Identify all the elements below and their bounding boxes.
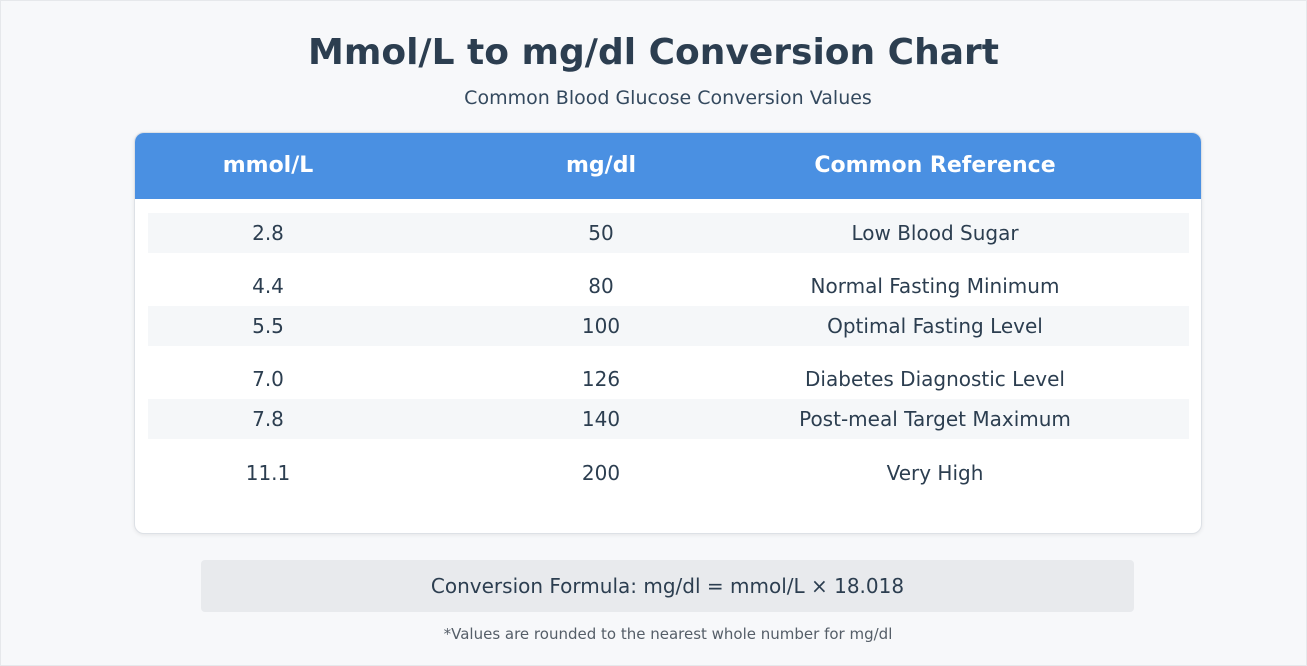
table-row: 7.8 140 Post-meal Target Maximum (148, 399, 1189, 439)
cell-mgdl: 126 (581, 367, 621, 391)
cell-mgdl: 200 (581, 461, 621, 485)
column-header-mmol: mmol/L (222, 153, 314, 178)
conversion-formula: Conversion Formula: mg/dl = mmol/L × 18.… (201, 560, 1134, 612)
cell-mmol: 7.0 (252, 367, 284, 391)
cell-mmol: 4.4 (252, 274, 284, 298)
cell-mmol: 7.8 (252, 407, 284, 431)
cell-reference: Very High (886, 461, 984, 485)
column-header-mgdl: mg/dl (566, 153, 636, 178)
cell-mmol: 5.5 (252, 314, 284, 338)
cell-mmol: 2.8 (252, 221, 284, 245)
cell-mgdl: 140 (581, 407, 621, 431)
table-row: 5.5 100 Optimal Fasting Level (148, 306, 1189, 346)
cell-reference: Post-meal Target Maximum (799, 407, 1071, 431)
cell-mmol: 11.1 (245, 461, 291, 485)
table-header: mmol/L mg/dl Common Reference (135, 133, 1201, 199)
cell-mgdl: 80 (588, 274, 614, 298)
table-row: 11.1 200 Very High (148, 453, 1189, 493)
footnote: *Values are rounded to the nearest whole… (443, 625, 893, 643)
table-row: 7.0 126 Diabetes Diagnostic Level (148, 359, 1189, 399)
conversion-table: mmol/L mg/dl Common Reference 2.8 50 Low… (134, 132, 1202, 534)
table-row: 4.4 80 Normal Fasting Minimum (148, 266, 1189, 306)
table-row: 2.8 50 Low Blood Sugar (148, 213, 1189, 253)
page-subtitle: Common Blood Glucose Conversion Values (464, 87, 872, 109)
column-header-reference: Common Reference (814, 153, 1056, 178)
cell-reference: Low Blood Sugar (851, 221, 1019, 245)
cell-reference: Normal Fasting Minimum (810, 274, 1060, 298)
page-title: Mmol/L to mg/dl Conversion Chart (308, 32, 999, 73)
cell-reference: Optimal Fasting Level (827, 314, 1043, 338)
cell-reference: Diabetes Diagnostic Level (805, 367, 1065, 391)
cell-mgdl: 50 (588, 221, 614, 245)
cell-mgdl: 100 (581, 314, 621, 338)
